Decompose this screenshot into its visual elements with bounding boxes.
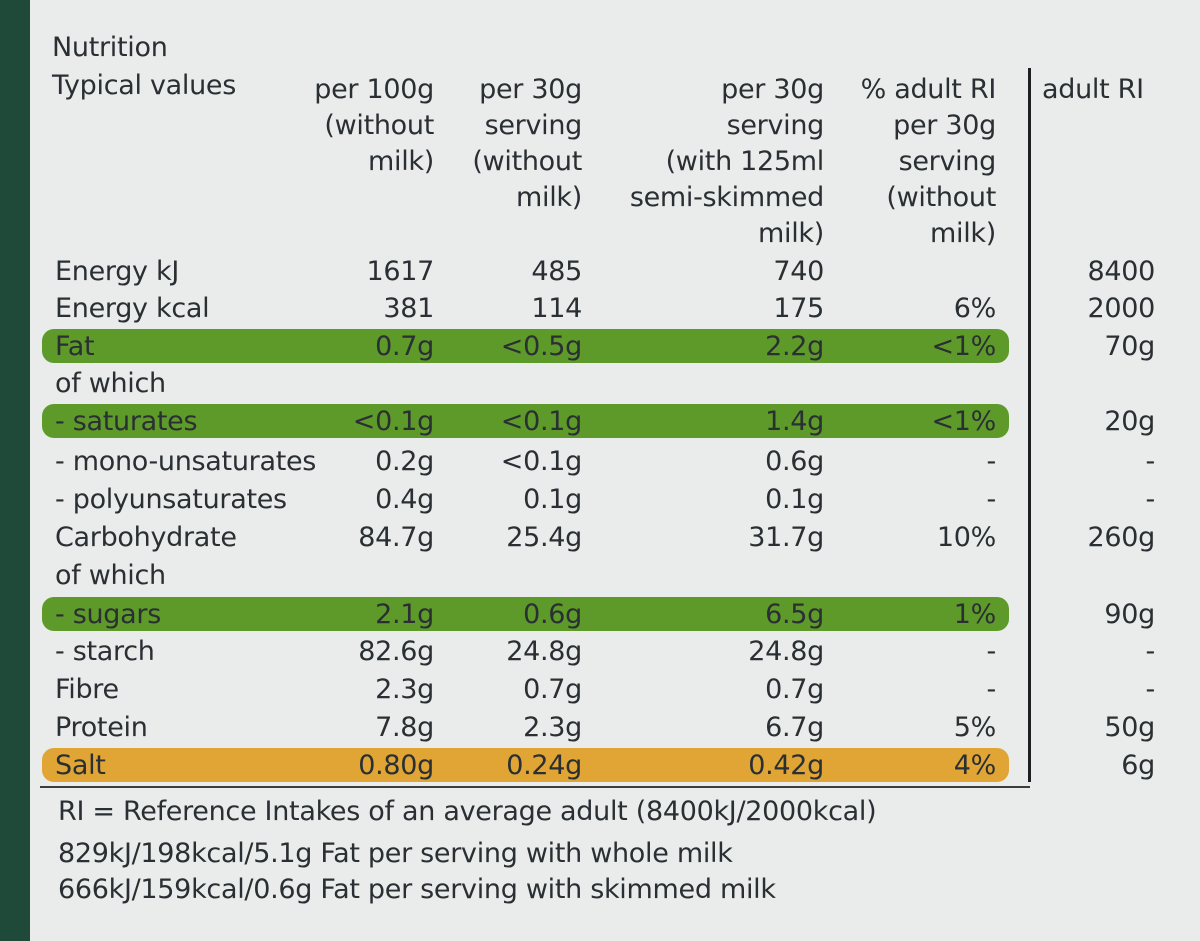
- column-divider: [1028, 68, 1031, 782]
- header-per-30g-with-milk: per 30g serving (with 125ml semi-skimmed…: [629, 74, 824, 249]
- cell-per-100g: 381: [383, 293, 434, 324]
- cell-per-30g: <0.5g: [500, 331, 583, 362]
- row-label: of which: [55, 560, 166, 591]
- row-label: - saturates: [55, 406, 198, 437]
- cell-per-30g: 0.7g: [523, 674, 582, 705]
- highlight-band-green: [42, 597, 1009, 631]
- highlight-band-orange: [42, 748, 1009, 782]
- cell-adult-ri: 20g: [1104, 406, 1155, 437]
- cell-per-100g: 2.3g: [375, 674, 434, 705]
- cell-per-30g: <0.1g: [500, 446, 583, 477]
- cell-per-30g: <0.1g: [500, 406, 583, 437]
- row-label: - sugars: [55, 599, 161, 630]
- row-label: - starch: [55, 636, 155, 667]
- header-typical-values: Typical values: [52, 70, 236, 101]
- cell-per-30g-with-milk: 24.8g: [748, 636, 824, 667]
- header-per-100g: per 100g (without milk): [314, 74, 434, 177]
- header-percent-ri: % adult RI per 30g serving (without milk…: [860, 74, 997, 249]
- cell-per-30g-with-milk: 6.5g: [765, 599, 824, 630]
- cell-adult-ri: -: [1145, 484, 1156, 515]
- cell-percent-ri: 4%: [953, 750, 997, 781]
- cell-percent-ri: 1%: [953, 599, 997, 630]
- highlight-band-green: [42, 329, 1009, 363]
- cell-adult-ri: 2000: [1087, 293, 1155, 324]
- row-label: - mono-unsaturates: [55, 446, 317, 477]
- row-label: Salt: [55, 750, 106, 781]
- highlight-band-green: [42, 404, 1009, 438]
- cell-per-100g: 2.1g: [375, 599, 434, 630]
- cell-adult-ri: 70g: [1104, 331, 1155, 362]
- cell-adult-ri: 90g: [1104, 599, 1155, 630]
- cell-per-30g: 485: [531, 256, 582, 287]
- cell-adult-ri: 260g: [1087, 522, 1156, 553]
- cell-per-100g: <0.1g: [352, 406, 435, 437]
- cell-per-100g: 0.4g: [375, 484, 434, 515]
- cell-per-30g: 24.8g: [506, 636, 582, 667]
- cell-adult-ri: -: [1145, 636, 1156, 667]
- cell-percent-ri: -: [986, 636, 997, 667]
- row-label: - polyunsaturates: [55, 484, 287, 515]
- cell-per-30g-with-milk: 740: [773, 256, 824, 287]
- cell-adult-ri: -: [1145, 674, 1156, 705]
- cell-per-30g-with-milk: 2.2g: [765, 331, 824, 362]
- cell-per-100g: 0.2g: [375, 446, 434, 477]
- cell-per-100g: 84.7g: [358, 522, 434, 553]
- header-adult-ri: adult RI: [1042, 74, 1144, 105]
- header-per-30g: per 30g serving (without milk): [472, 74, 582, 213]
- cell-percent-ri: <1%: [931, 406, 996, 437]
- cell-per-100g: 0.80g: [358, 750, 434, 781]
- cell-adult-ri: 8400: [1087, 256, 1155, 287]
- cell-per-100g: 0.7g: [375, 331, 434, 362]
- cell-per-30g: 0.6g: [523, 599, 582, 630]
- cell-per-100g: 82.6g: [358, 636, 434, 667]
- footnote-ri: RI = Reference Intakes of an average adu…: [58, 796, 877, 827]
- cell-per-30g: 0.24g: [506, 750, 582, 781]
- cell-per-30g-with-milk: 175: [773, 293, 824, 324]
- cell-percent-ri: -: [986, 674, 997, 705]
- cell-percent-ri: <1%: [931, 331, 996, 362]
- cell-per-30g-with-milk: 31.7g: [748, 522, 824, 553]
- row-label: Energy kJ: [55, 256, 180, 287]
- footnote-whole-milk: 829kJ/198kcal/5.1g Fat per serving with …: [58, 838, 733, 869]
- cell-percent-ri: -: [986, 446, 997, 477]
- cell-percent-ri: 10%: [936, 522, 996, 553]
- cell-per-30g-with-milk: 0.1g: [765, 484, 824, 515]
- cell-per-30g: 0.1g: [523, 484, 582, 515]
- nutrition-label-panel: [30, 0, 1200, 941]
- row-label: Energy kcal: [55, 293, 210, 324]
- cell-adult-ri: 6g: [1121, 750, 1155, 781]
- cell-adult-ri: 50g: [1104, 712, 1155, 743]
- footnote-skimmed-milk: 666kJ/159kcal/0.6g Fat per serving with …: [58, 874, 776, 905]
- cell-per-30g-with-milk: 0.42g: [748, 750, 824, 781]
- cell-per-30g-with-milk: 6.7g: [765, 712, 824, 743]
- cell-percent-ri: -: [986, 484, 997, 515]
- cell-adult-ri: -: [1145, 446, 1156, 477]
- cell-per-100g: 7.8g: [375, 712, 434, 743]
- cell-per-30g-with-milk: 1.4g: [765, 406, 824, 437]
- cell-percent-ri: 6%: [953, 293, 997, 324]
- row-label: Fat: [55, 331, 95, 362]
- cell-per-100g: 1617: [366, 256, 434, 287]
- row-label: Protein: [55, 712, 148, 743]
- cell-per-30g-with-milk: 0.6g: [765, 446, 824, 477]
- cell-per-30g: 2.3g: [523, 712, 582, 743]
- cell-percent-ri: 5%: [953, 712, 997, 743]
- row-label: of which: [55, 368, 166, 399]
- footer-divider: [40, 786, 1030, 788]
- cell-per-30g: 25.4g: [506, 522, 582, 553]
- cell-per-30g-with-milk: 0.7g: [765, 674, 824, 705]
- row-label: Fibre: [55, 674, 119, 705]
- cell-per-30g: 114: [531, 293, 582, 324]
- heading: Nutrition: [52, 32, 168, 63]
- row-label: Carbohydrate: [55, 522, 237, 553]
